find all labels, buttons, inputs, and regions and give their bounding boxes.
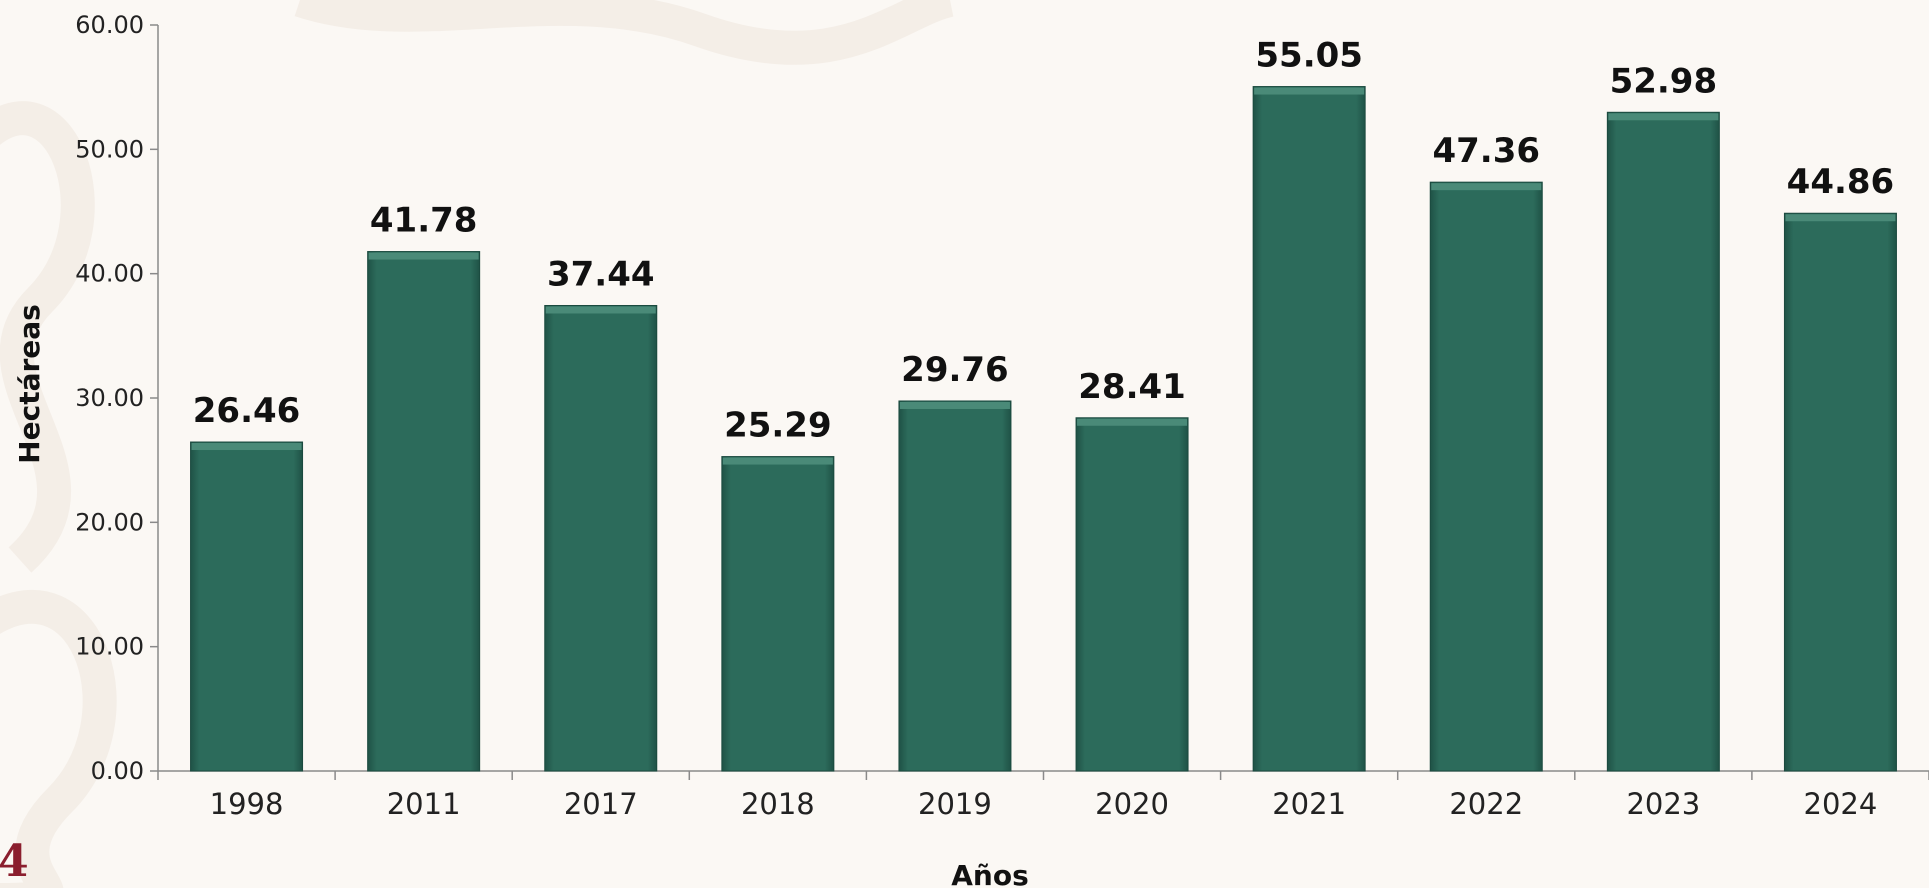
bar-top-highlight xyxy=(899,401,1010,409)
bar xyxy=(1075,417,1189,772)
corner-logo-mark: 4 xyxy=(0,836,29,887)
bar xyxy=(1606,111,1720,772)
bar xyxy=(898,400,1012,772)
x-tick-label: 2023 xyxy=(1626,787,1700,821)
y-tick-label: 30.00 xyxy=(75,384,144,412)
x-tick-label: 2011 xyxy=(387,787,461,821)
data-label: 25.29 xyxy=(724,406,832,446)
bar xyxy=(1429,181,1543,772)
bar-top-highlight xyxy=(368,252,479,260)
plot-area: 0.00 10.00 20.00 30.00 40.00 50.00 60.00 26.46 1… xyxy=(75,11,1929,821)
bar-top-highlight xyxy=(1785,214,1896,222)
y-tick-label: 10.00 xyxy=(75,633,144,661)
data-label: 28.41 xyxy=(1078,367,1186,407)
data-label: 55.05 xyxy=(1255,36,1363,76)
bar xyxy=(1783,212,1897,772)
x-tick-label: 2024 xyxy=(1804,787,1878,821)
y-tick-label: 20.00 xyxy=(75,508,144,536)
bar xyxy=(1252,86,1366,772)
y-tick-label: 60.00 xyxy=(75,11,144,39)
x-tick-label: 2018 xyxy=(741,787,815,821)
bar xyxy=(721,456,835,772)
data-label: 41.78 xyxy=(370,201,478,241)
y-axis-title: Hectáreas xyxy=(13,304,46,464)
data-label: 26.46 xyxy=(193,391,301,431)
y-tick-label: 0.00 xyxy=(91,757,144,785)
bar xyxy=(190,441,304,772)
bar xyxy=(367,251,481,772)
bar xyxy=(544,304,658,772)
data-label: 29.76 xyxy=(901,350,1009,390)
bar-top-highlight xyxy=(545,306,656,314)
x-tick-label: 2020 xyxy=(1095,787,1169,821)
data-label: 52.98 xyxy=(1610,61,1718,101)
x-tick-label: 2017 xyxy=(564,787,638,821)
background-pattern xyxy=(0,0,955,888)
bar-top-highlight xyxy=(722,457,833,465)
data-label: 47.36 xyxy=(1432,131,1540,171)
x-tick-label: 2022 xyxy=(1449,787,1523,821)
bar-top-highlight xyxy=(1077,418,1188,426)
x-axis-title: Años xyxy=(951,859,1029,888)
bar-top-highlight xyxy=(1608,113,1719,121)
bar-top-highlight xyxy=(191,443,302,451)
x-tick-label: 1998 xyxy=(210,787,284,821)
y-tick-label: 50.00 xyxy=(75,135,144,163)
data-label: 44.86 xyxy=(1787,162,1895,202)
data-label: 37.44 xyxy=(547,254,655,294)
bar-top-highlight xyxy=(1431,183,1542,191)
bar-top-highlight xyxy=(1254,87,1365,95)
x-tick-label: 2021 xyxy=(1272,787,1346,821)
x-tick-label: 2019 xyxy=(918,787,992,821)
y-tick-label: 40.00 xyxy=(75,260,144,288)
